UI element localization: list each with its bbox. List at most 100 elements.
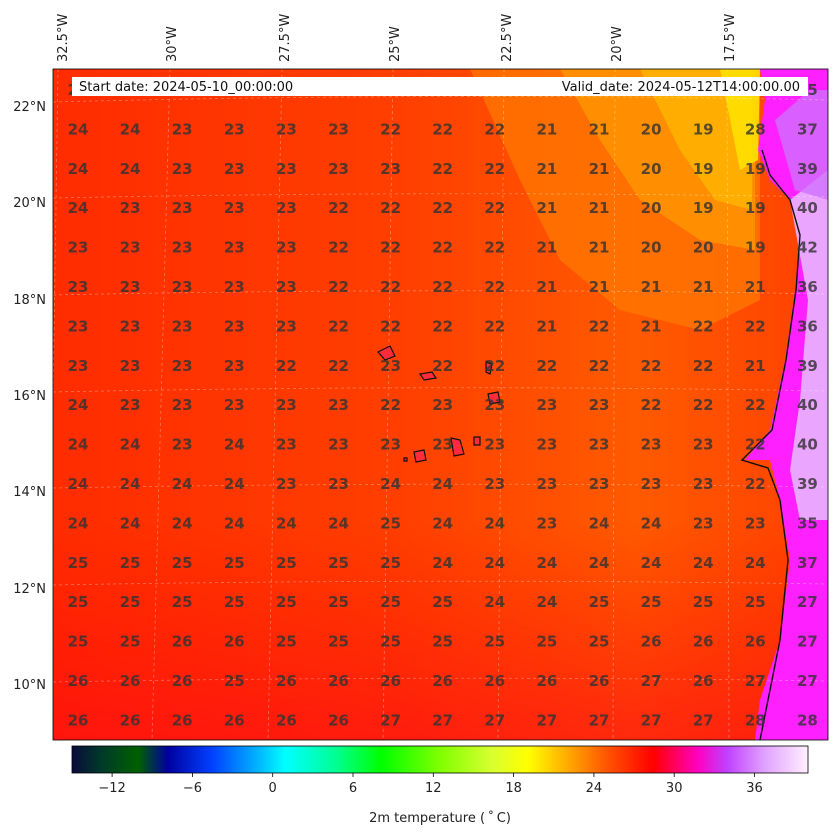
- grid-value-label: 40: [797, 436, 818, 454]
- map-frame: [52, 68, 829, 741]
- lon-label: 22.5°W: [500, 14, 515, 62]
- grid-value-label: 22: [484, 357, 505, 375]
- grid-value-label: 25: [68, 593, 89, 611]
- grid-value-label: 21: [641, 278, 662, 296]
- grid-value-label: 25: [693, 593, 714, 611]
- grid-value-label: 22: [693, 317, 714, 335]
- date-info-box: [72, 77, 808, 96]
- temperature-value-grid: 24 24 23 23 23 23 22 22 22 22 22 22 19 28 35 24 24 23 23 23…: [68, 81, 818, 729]
- grid-value-label: 23: [276, 317, 297, 335]
- grid-value-label: 24: [68, 514, 89, 532]
- grid-value-label: 26: [172, 711, 193, 729]
- grid-value-label: 24: [589, 554, 610, 572]
- grid-value-label: 24: [432, 514, 453, 532]
- grid-value-label: 26: [120, 672, 141, 690]
- grid-value-label: 21: [641, 317, 662, 335]
- grid-value-label: 24: [120, 475, 141, 493]
- grid-value-label: 23: [224, 278, 245, 296]
- grid-value-label: 27: [797, 593, 818, 611]
- grid-value-label: 22: [693, 357, 714, 375]
- grid-value-label: 24: [120, 160, 141, 178]
- grid-value-label: 39: [797, 160, 818, 178]
- grid-value-label: 21: [589, 160, 610, 178]
- grid-value-label: 22: [745, 396, 766, 414]
- grid-value-label: 26: [276, 711, 297, 729]
- grid-value-label: 23: [172, 160, 193, 178]
- grid-value-label: 23: [693, 475, 714, 493]
- grid-value-label: 24: [432, 475, 453, 493]
- colorbar-label: 2m temperature ( ˚ C): [369, 810, 511, 826]
- grid-value-label: 26: [536, 672, 557, 690]
- grid-value-label: 23: [68, 239, 89, 257]
- grid-value-label: 26: [68, 711, 89, 729]
- grid-value-label: 23: [693, 514, 714, 532]
- colorbar-ticks: −12 −6 0 6 12 18 24 30 36: [98, 773, 763, 796]
- grid-value-label: 22: [745, 317, 766, 335]
- grid-value-label: 24: [641, 554, 662, 572]
- grid-value-label: 23: [276, 475, 297, 493]
- grid-value-label: 26: [224, 711, 245, 729]
- colorbar: [71, 745, 809, 774]
- grid-value-label: 22: [380, 278, 401, 296]
- grid-value-label: 24: [172, 475, 193, 493]
- grid-value-label: 26: [380, 672, 401, 690]
- lat-label: 14°N: [13, 485, 46, 500]
- grid-value-label: 39: [797, 357, 818, 375]
- grid-value-label: 23: [68, 357, 89, 375]
- grid-value-label: 23: [172, 120, 193, 138]
- grid-value-label: 23: [68, 278, 89, 296]
- grid-value-label: 25: [276, 633, 297, 651]
- grid-value-label: 25: [68, 633, 89, 651]
- grid-value-label: 23: [120, 239, 141, 257]
- grid-value-label: 20: [693, 239, 714, 257]
- grid-value-label: 23: [693, 436, 714, 454]
- grid-value-label: 22: [432, 278, 453, 296]
- colorbar-tick-label: 12: [425, 781, 442, 796]
- grid-value-label: 25: [276, 554, 297, 572]
- grid-value-label: 22: [432, 317, 453, 335]
- grid-value-label: 19: [745, 199, 766, 217]
- grid-value-label: 20: [641, 120, 662, 138]
- grid-value-label: 24: [68, 396, 89, 414]
- grid-value-label: 23: [380, 160, 401, 178]
- grid-value-label: 24: [172, 514, 193, 532]
- grid-value-label: 21: [536, 120, 557, 138]
- grid-value-label: 22: [745, 436, 766, 454]
- grid-value-label: 24: [68, 199, 89, 217]
- grid-value-label: 25: [120, 633, 141, 651]
- grid-value-label: 20: [641, 199, 662, 217]
- start-date: Start date: 2024-05-10_00:00:00: [79, 80, 293, 95]
- grid-value-label: 22: [641, 396, 662, 414]
- grid-value-label: 23: [328, 475, 349, 493]
- grid-value-label: 26: [693, 633, 714, 651]
- lon-label: 20°W: [610, 26, 625, 62]
- grid-value-label: 20: [641, 239, 662, 257]
- grid-value-label: 22: [693, 396, 714, 414]
- grid-value-label: 22: [484, 120, 505, 138]
- grid-value-label: 21: [536, 199, 557, 217]
- grid-value-label: 21: [589, 199, 610, 217]
- grid-value-label: 22: [328, 278, 349, 296]
- grid-value-label: 23: [432, 396, 453, 414]
- grid-value-label: 25: [484, 633, 505, 651]
- grid-value-label: 36: [797, 317, 818, 335]
- grid-value-label: 27: [641, 711, 662, 729]
- grid-value-label: 27: [745, 672, 766, 690]
- grid-value-label: 23: [380, 436, 401, 454]
- grid-value-label: 23: [172, 278, 193, 296]
- grid-value-label: 23: [120, 357, 141, 375]
- colorbar-tick-label: 24: [586, 781, 603, 796]
- colorbar-tick-label: 0: [269, 781, 277, 796]
- grid-value-label: 22: [484, 160, 505, 178]
- grid-value-label: 26: [224, 633, 245, 651]
- grid-value-label: 37: [797, 554, 818, 572]
- grid-value-label: 23: [745, 514, 766, 532]
- lon-label: 32.5°W: [56, 14, 71, 62]
- grid-value-label: 22: [328, 317, 349, 335]
- grid-value-label: 19: [693, 120, 714, 138]
- grid-value-label: 35: [797, 514, 818, 532]
- grid-value-label: 23: [589, 475, 610, 493]
- grid-value-label: 23: [224, 317, 245, 335]
- lon-label: 17.5°W: [723, 14, 738, 62]
- grid-value-label: 23: [536, 436, 557, 454]
